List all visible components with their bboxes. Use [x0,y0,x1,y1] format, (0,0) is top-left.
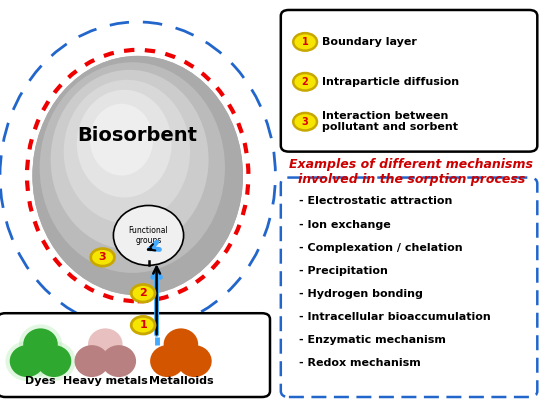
Ellipse shape [32,56,243,295]
Text: - Ion exchange: - Ion exchange [299,219,390,230]
Text: 1: 1 [139,320,147,330]
Text: 1: 1 [302,37,308,47]
Ellipse shape [32,341,76,381]
Text: 2: 2 [302,77,308,87]
Ellipse shape [23,328,58,360]
Ellipse shape [32,56,243,295]
Text: 2: 2 [139,288,147,298]
Text: Metalloids: Metalloids [148,376,213,386]
Ellipse shape [113,205,184,265]
Text: - Electrostatic attraction: - Electrostatic attraction [299,196,452,207]
Ellipse shape [102,345,136,377]
Text: Biosorbent: Biosorbent [78,126,198,145]
Circle shape [293,33,317,51]
Ellipse shape [150,345,185,377]
Circle shape [293,73,317,91]
Ellipse shape [77,90,172,198]
Text: Boundary layer: Boundary layer [322,37,417,47]
Text: Interaction between
pollutant and sorbent: Interaction between pollutant and sorben… [322,111,458,132]
Text: - Complexation / chelation: - Complexation / chelation [299,243,462,253]
Text: 3: 3 [302,117,308,127]
FancyBboxPatch shape [281,10,537,152]
Circle shape [131,284,155,302]
Ellipse shape [37,345,71,377]
Ellipse shape [164,328,198,360]
Text: Heavy metals: Heavy metals [63,376,147,386]
Text: 3: 3 [99,252,106,263]
Ellipse shape [5,341,49,381]
Text: - Precipitation: - Precipitation [299,266,388,276]
Ellipse shape [19,324,62,364]
Ellipse shape [39,62,225,273]
Ellipse shape [10,345,44,377]
Text: Examples of different mechanisms
involved in the sorption process: Examples of different mechanisms involve… [289,158,534,186]
Ellipse shape [51,70,208,249]
Text: - Hydrogen bonding: - Hydrogen bonding [299,289,422,299]
Ellipse shape [88,328,123,360]
FancyBboxPatch shape [281,178,537,397]
Text: Intraparticle diffusion: Intraparticle diffusion [322,77,460,87]
FancyBboxPatch shape [0,313,270,397]
Text: Functional
groups: Functional groups [129,226,168,245]
Ellipse shape [64,80,190,223]
Text: Dyes: Dyes [25,376,56,386]
Text: - Enzymatic mechanism: - Enzymatic mechanism [299,335,445,346]
Circle shape [131,316,155,334]
Ellipse shape [75,345,109,377]
Text: - Redox mechanism: - Redox mechanism [299,358,420,369]
Text: - Intracellular bioaccumulation: - Intracellular bioaccumulation [299,312,490,322]
Circle shape [91,249,114,266]
Ellipse shape [90,104,153,176]
Circle shape [293,113,317,130]
Ellipse shape [177,345,212,377]
